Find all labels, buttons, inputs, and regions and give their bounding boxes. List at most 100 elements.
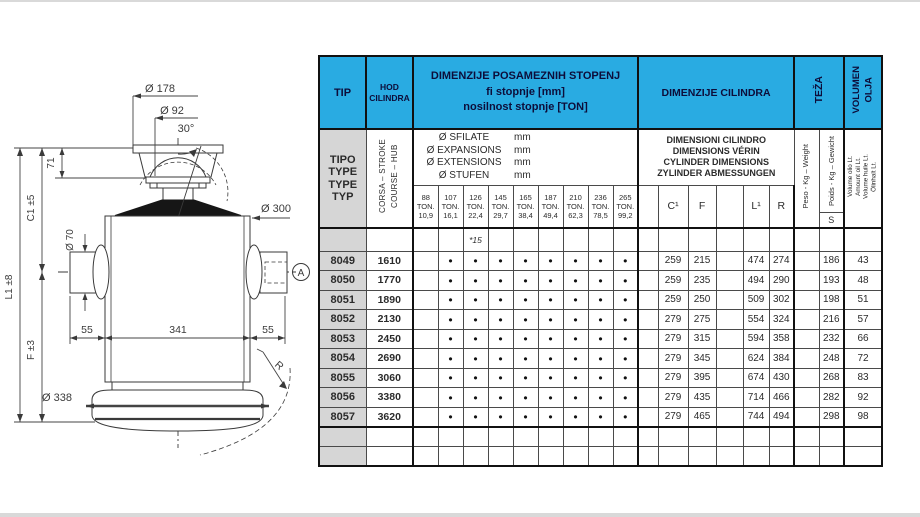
table-cell [587,425,614,447]
dot-marker: ● [612,328,640,349]
table-cell [412,250,439,271]
cell-undefined: 57 [843,309,883,330]
subheader-poids-gewicht: Poids - Kg – Gewicht S [818,128,846,229]
page-edge-bottom [0,513,920,517]
table-cell [412,445,439,466]
dot-marker: ● [537,406,564,427]
dot-marker: ● [587,387,614,408]
dot-marker: ● [487,387,514,408]
dot-marker: ● [437,387,464,408]
dot-marker: ● [587,309,614,330]
trunnion-pin-left [69,251,98,294]
subheader-s: S [820,212,843,226]
header-dimenzije-stopenj: DIMENZIJE POSAMEZNIH STOPENJ fi stopnje … [411,55,640,130]
cell-undefined: 279 [657,387,689,408]
dot-marker: ● [462,367,489,388]
table-cell [715,367,744,388]
table-cell [637,425,659,447]
cylinder-outline [58,138,296,456]
spherical-bottom-cap [91,389,264,432]
cell-hod: 3060 [365,367,414,388]
label-55-right: 55 [262,324,274,336]
dot-marker: ● [612,348,640,369]
dot-marker: ● [537,367,564,388]
table-cell [412,328,439,349]
label-dia-300: Ø 300 [261,203,291,215]
table-cell [793,387,820,408]
flange-nub-right [198,182,207,189]
dot-marker: ● [562,328,589,349]
dot-marker: ● [462,328,489,349]
table-cell [843,425,883,447]
radius-sweep-arc [199,367,291,456]
dot-marker: ● [462,387,489,408]
cell-undefined: 279 [657,406,689,427]
cell-tip: 8052 [318,309,367,330]
cell-undefined: 193 [818,270,846,291]
label-71: 71 [46,157,57,169]
table-cell [587,445,614,466]
label-section-a: A [298,268,305,279]
table-cell [715,289,744,310]
table-cell [843,445,883,466]
label-dia-92: Ø 92 [160,105,184,117]
cell-undefined: 268 [818,367,846,388]
dot-marker: ● [587,348,614,369]
cell-undefined: 290 [768,270,796,291]
dot-marker: ● [437,270,464,291]
table-cell [657,425,689,447]
col-blank-2 [715,184,744,229]
table-cell [793,309,820,330]
table-row-8050: 8050 1770 ● ● ● ● ● ● ● ● 259 235 494 290 193 48 [318,270,883,291]
tilt-line-30deg [177,145,202,219]
dimension-lines [14,95,290,423]
table-cell [768,425,796,447]
dot-marker: ● [537,328,564,349]
cell-undefined: 315 [687,328,717,349]
cell-tip: 8050 [318,270,367,291]
header-dimenzije-cilindra: DIMENZIJE CILINDRA [637,55,796,130]
table-cell [793,250,820,271]
label-c1: C1 ±5 [26,194,37,221]
dot-marker: ● [587,328,614,349]
cell-undefined: 674 [742,367,770,388]
cell-undefined: 358 [768,328,796,349]
note-15: *15 [462,227,489,252]
cell-undefined: 232 [818,328,846,349]
dot-marker: ● [462,348,489,369]
col-c1: C¹ [657,184,689,229]
cell-undefined: 435 [687,387,717,408]
cell-undefined: 186 [818,250,846,271]
table-cell [412,270,439,291]
subheader-peso-weight: Peso - Kg – Weight [793,128,820,229]
table-cell [637,309,659,330]
label-341: 341 [169,324,187,336]
cell-undefined: 259 [657,250,689,271]
dot-marker: ● [512,348,539,369]
dot-marker: ● [437,406,464,427]
table-cell [637,387,659,408]
cell-undefined: 275 [687,309,717,330]
table-cell [612,425,640,447]
cell-tip: 8054 [318,348,367,369]
table-cell [793,328,820,349]
bottom-step [111,381,244,391]
table-data-rows: 8049 1610 ● ● ● ● ● ● ● ● 259 215 474 274 186 43 8050 177… [318,250,883,466]
dot-marker: ● [487,309,514,330]
cell-hod: 1770 [365,270,414,291]
table-subheader-row-1: TIPO TYPE TYPE TYP CORSA – STROKE COURSE… [318,128,883,229]
dot-marker: ● [537,309,564,330]
table-cell [612,445,640,466]
table-cell [768,445,796,466]
trunnion-pin-right [259,251,288,294]
table-cell [742,445,770,466]
cell-undefined: 384 [768,348,796,369]
cell-tip: 8049 [318,250,367,271]
cell-undefined: 274 [768,250,796,271]
page-edge-top [0,0,920,2]
table-cell [412,309,439,330]
table-row-8056: 8056 3380 ● ● ● ● ● ● ● ● 279 435 714 466 282 92 [318,387,883,408]
col-ton-187: 187 TON. 49,4 [537,184,564,229]
dot-marker: ● [487,328,514,349]
cell-undefined: 259 [657,270,689,291]
